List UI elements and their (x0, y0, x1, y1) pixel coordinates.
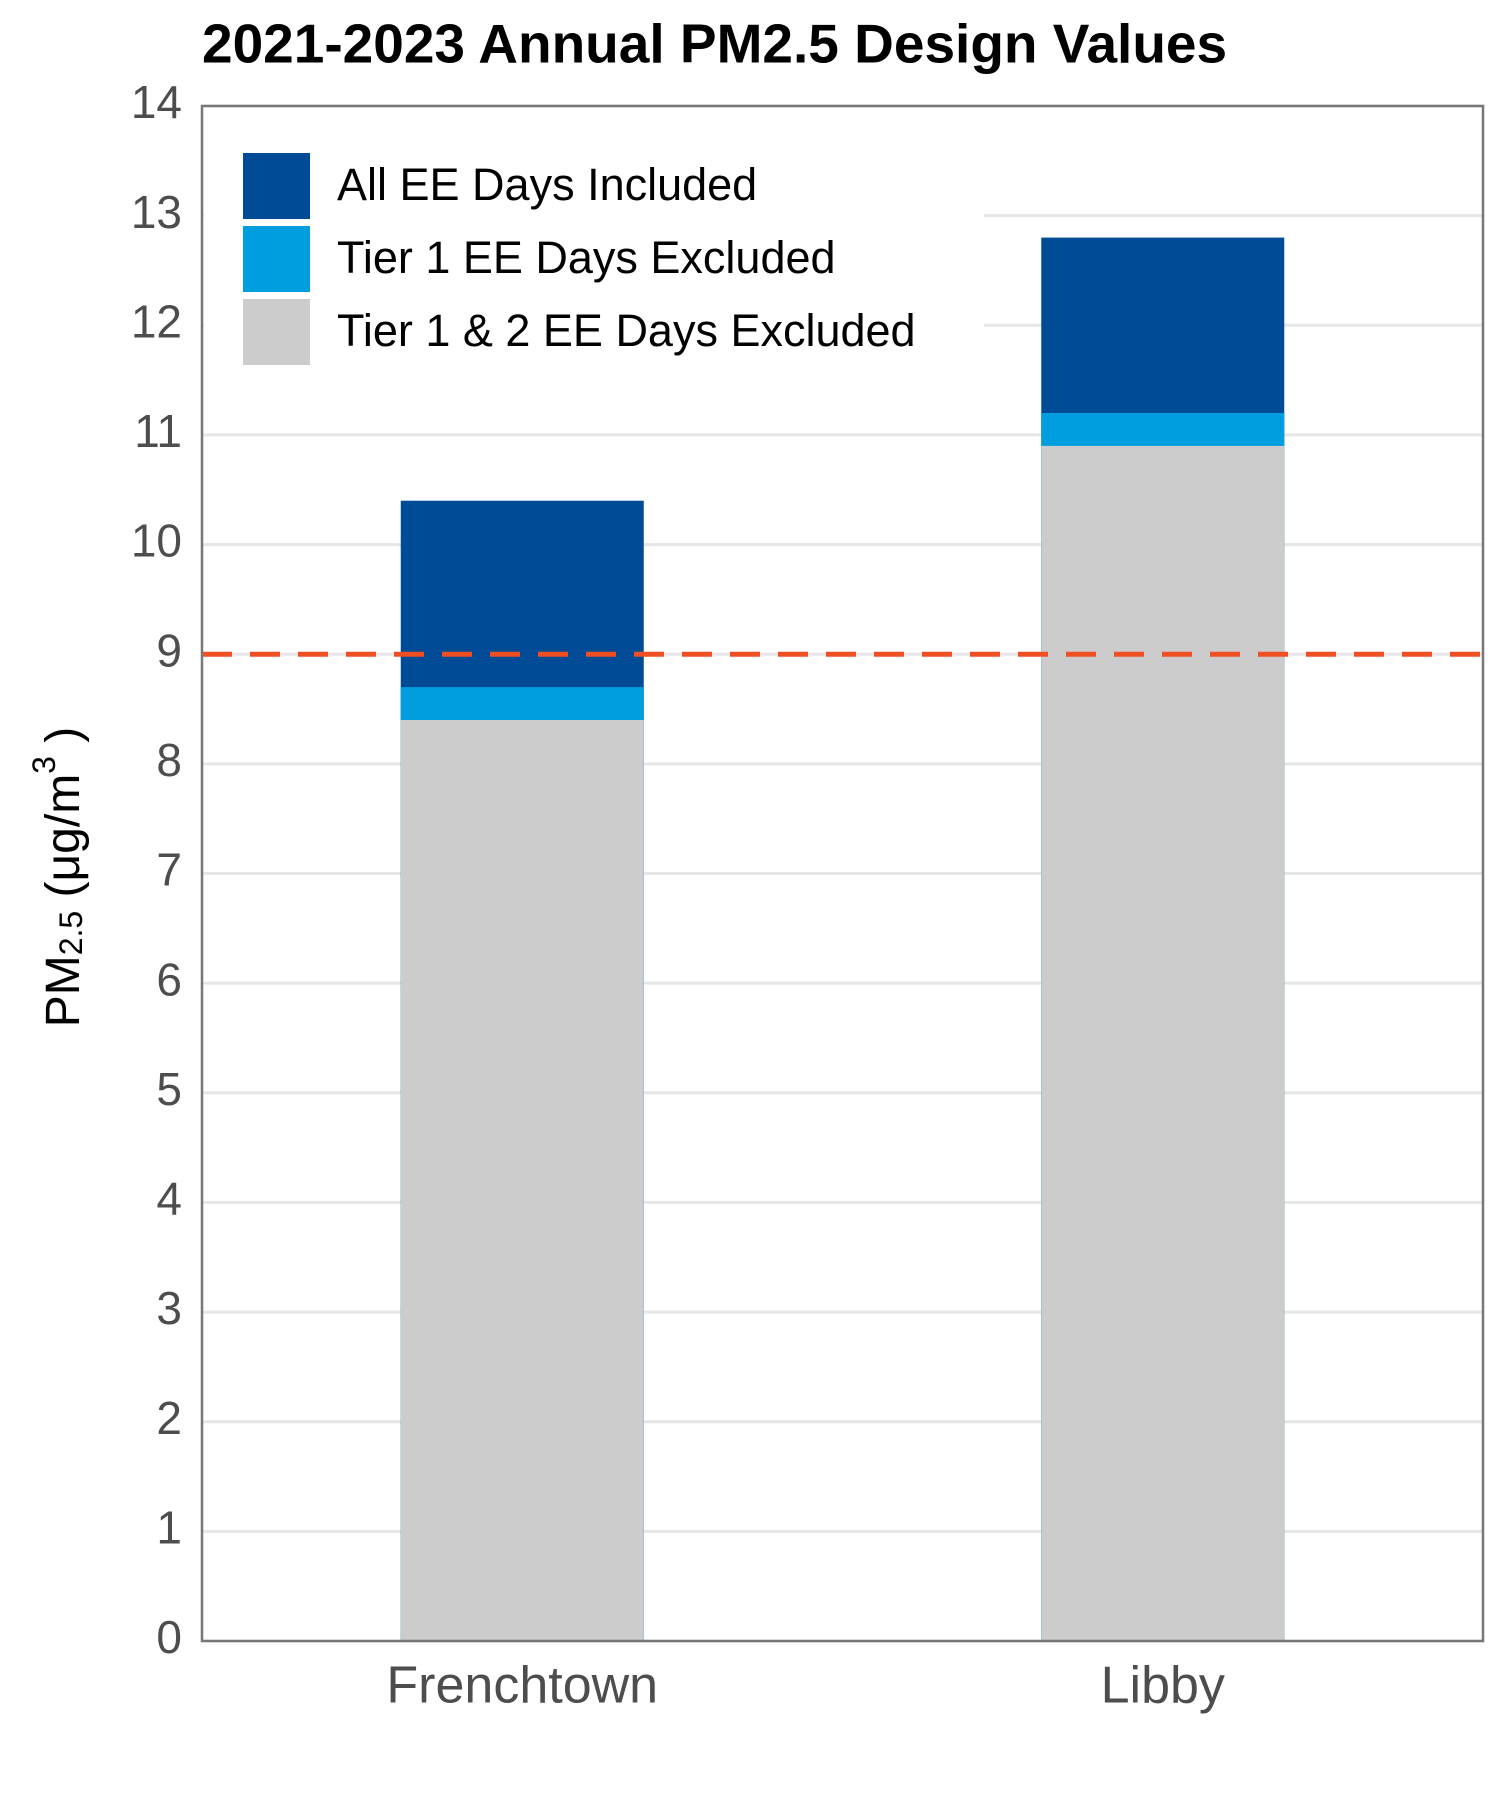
legend-swatch (243, 153, 310, 219)
bar (1041, 445, 1285, 1642)
legend-swatch (243, 226, 310, 292)
y-tick-label: 12 (131, 295, 182, 347)
y-tick-label: 3 (156, 1282, 182, 1334)
x-tick-label: Frenchtown (386, 1657, 658, 1715)
chart-title: 2021-2023 Annual PM2.5 Design Values (202, 13, 1227, 75)
y-tick-label: 10 (131, 515, 182, 567)
legend-swatch (243, 299, 310, 365)
x-tick-label: Libby (1101, 1657, 1225, 1715)
legend-label: Tier 1 & 2 EE Days Excluded (337, 305, 916, 356)
y-label-part: ) (37, 727, 90, 756)
legend-background (204, 108, 984, 418)
y-tick-label: 0 (156, 1611, 182, 1663)
y-tick-label: 7 (156, 844, 182, 896)
y-tick-label: 6 (156, 953, 182, 1005)
y-label-part: 3 (26, 756, 62, 774)
y-tick-label: 9 (156, 624, 182, 676)
y-tick-label: 8 (156, 734, 182, 786)
legend-label: All EE Days Included (337, 159, 757, 210)
bar (400, 720, 644, 1641)
y-tick-label: 13 (131, 186, 182, 238)
y-axis-label: PM2.5 (μg/m3 ) (26, 727, 89, 1028)
y-tick-label: 4 (156, 1173, 182, 1225)
y-tick-label: 11 (134, 405, 182, 457)
y-tick-label: 1 (156, 1502, 182, 1554)
y-label-part: PM (37, 955, 90, 1027)
y-label-part: (μg/m (37, 774, 90, 911)
y-tick-label: 2 (156, 1392, 182, 1444)
legend-label: Tier 1 EE Days Excluded (337, 232, 836, 283)
plot-frame (200, 104, 1485, 1643)
y-label-part: 2.5 (53, 911, 89, 955)
y-tick-label: 14 (131, 76, 182, 128)
y-tick-label: 5 (156, 1063, 182, 1115)
